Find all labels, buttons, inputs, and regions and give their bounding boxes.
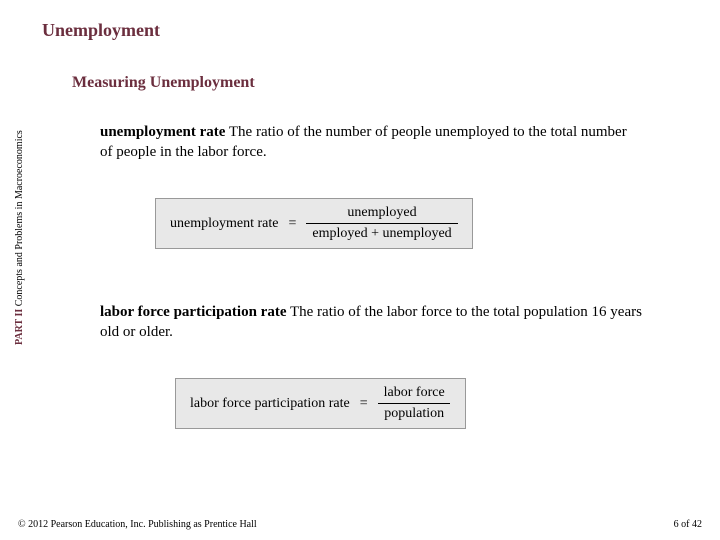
numerator: unemployed xyxy=(341,205,422,223)
formula-lhs: unemployment rate xyxy=(170,216,278,232)
term: unemployment rate xyxy=(100,124,225,140)
slide-title: Unemployment xyxy=(42,20,160,41)
formula-unemployment-rate: unemployment rate = unemployed employed … xyxy=(155,198,473,249)
denominator: population xyxy=(378,403,450,422)
part-text: Concepts and Problems in Macroeconomics xyxy=(14,130,25,306)
equals-sign: = xyxy=(360,396,368,412)
definition-unemployment-rate: unemployment rate The ratio of the numbe… xyxy=(100,122,640,163)
term: labor force participation rate xyxy=(100,304,287,320)
page-number: 6 of 42 xyxy=(674,519,702,530)
formula-lhs: labor force participation rate xyxy=(190,396,350,412)
copyright: © 2012 Pearson Education, Inc. Publishin… xyxy=(18,519,257,530)
part-label: PART II xyxy=(14,306,25,345)
subtitle: Measuring Unemployment xyxy=(72,74,255,92)
definition-labor-force-participation: labor force participation rate The ratio… xyxy=(100,302,660,343)
footer: © 2012 Pearson Education, Inc. Publishin… xyxy=(18,519,702,530)
numerator: labor force xyxy=(378,385,451,403)
sidebar-label: PART II Concepts and Problems in Macroec… xyxy=(14,130,25,345)
denominator: employed + unemployed xyxy=(306,223,457,242)
equals-sign: = xyxy=(288,216,296,232)
formula-labor-force-participation: labor force participation rate = labor f… xyxy=(175,378,466,429)
